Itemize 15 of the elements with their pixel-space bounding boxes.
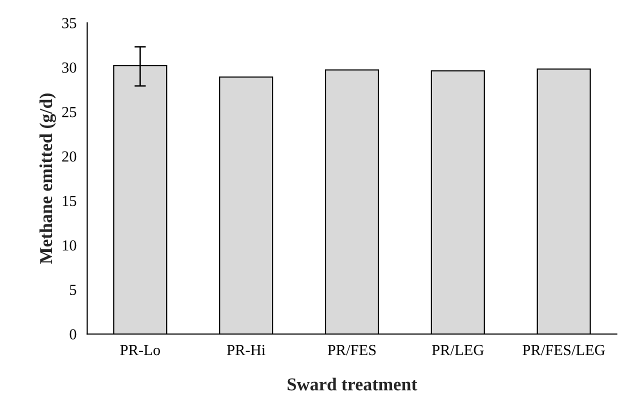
y-tick-label: 15 (62, 196, 76, 206)
y-tick-label: 5 (70, 284, 76, 296)
y-tick-label: 0 (70, 329, 76, 340)
y-tick-label: 10 (62, 240, 76, 251)
y-tick-label: 35 (62, 18, 76, 28)
x-tick-label: PR/FES (328, 344, 376, 356)
x-axis-title: Sward treatment (288, 378, 418, 390)
x-tick-label: PR-Lo (120, 345, 160, 356)
x-tick-label: PR/LEG (432, 344, 484, 356)
y-axis-title: Methane emitted (g/d) (39, 93, 56, 264)
y-tick-label: 25 (62, 106, 76, 118)
x-tick-label: PR-Hi (227, 344, 266, 356)
x-tick-label: PR/FES/LEG (522, 344, 605, 356)
y-tick-label: 30 (62, 62, 76, 73)
y-tick-label: 20 (62, 151, 76, 162)
